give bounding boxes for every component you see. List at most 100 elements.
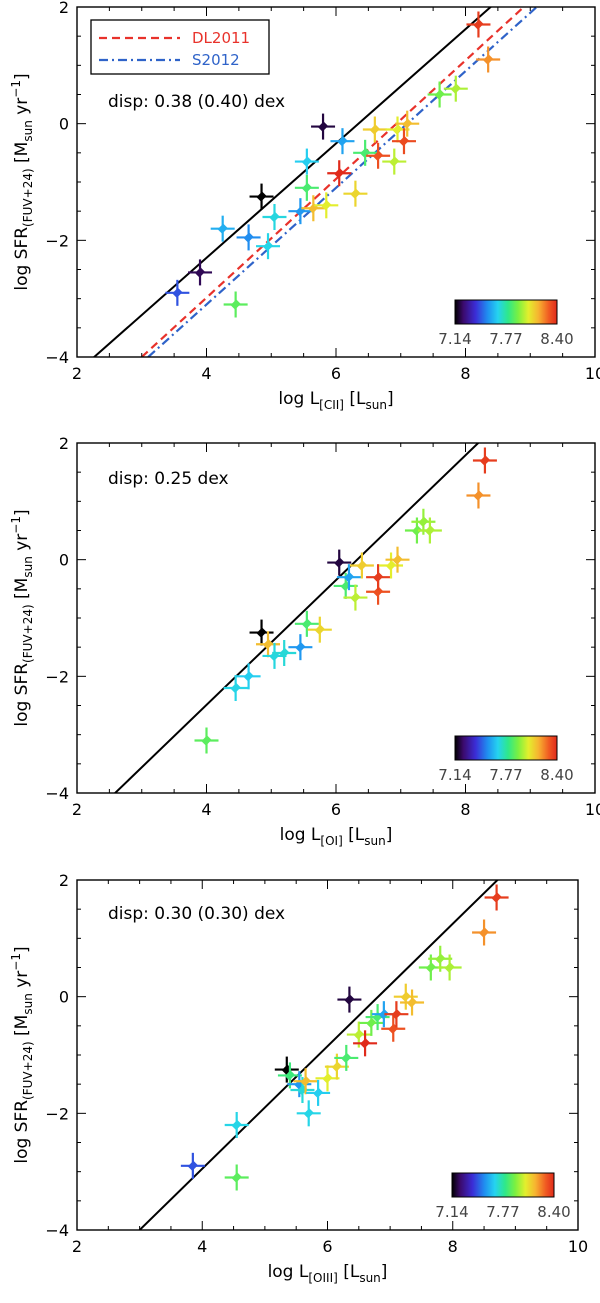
data-point — [359, 1009, 384, 1036]
data-point — [315, 1065, 340, 1092]
data-point — [362, 116, 387, 143]
data-point — [236, 224, 261, 251]
point-marker — [217, 223, 228, 234]
data-point — [294, 148, 319, 175]
legend-label: S2012 — [192, 51, 240, 69]
data-point — [334, 1044, 359, 1071]
y-tick-label: 2 — [59, 0, 69, 17]
y-axis-label: log SFR(FUV+24) [Msun yr−1] — [9, 509, 35, 726]
point-marker — [411, 525, 423, 536]
data-point — [194, 727, 219, 754]
plot-area — [92, 7, 538, 357]
point-marker — [478, 927, 490, 938]
colorbar-tick-label: 8.40 — [537, 1203, 570, 1221]
y-tick-label: −2 — [45, 667, 69, 686]
point-marker — [473, 490, 484, 501]
point-marker — [392, 554, 403, 565]
y-tick-label: 2 — [59, 871, 69, 890]
x-tick-label: 2 — [72, 800, 82, 819]
x-tick-label: 8 — [460, 800, 470, 819]
point-marker — [334, 557, 345, 568]
point-marker — [473, 19, 484, 30]
point-marker — [366, 1017, 377, 1029]
point-marker — [444, 962, 455, 973]
data-point — [400, 989, 425, 1016]
point-marker — [434, 89, 445, 100]
data-point — [476, 46, 501, 73]
point-marker — [450, 83, 461, 94]
x-tick-label: 10 — [585, 800, 600, 819]
point-marker — [369, 124, 380, 135]
point-marker — [391, 1009, 402, 1020]
y-tick-label: −4 — [45, 1221, 69, 1240]
point-marker — [295, 642, 306, 653]
data-point — [307, 616, 332, 643]
data-point — [311, 113, 336, 140]
data-point — [294, 610, 319, 637]
data-point — [272, 640, 297, 666]
colorbar-tick-label: 7.77 — [489, 330, 522, 348]
data-point — [472, 919, 497, 946]
data-point — [336, 564, 361, 591]
x-tick-label: 10 — [585, 364, 600, 383]
point-marker — [317, 121, 329, 132]
x-tick-label: 6 — [331, 800, 341, 819]
chart-panel-top: 2 4 6 8 10 −4 −2 0 2 log L[CII] [Lsun] log SFR(FUV… — [9, 0, 600, 412]
plot-area — [113, 443, 497, 793]
point-marker — [321, 200, 332, 211]
data-point — [337, 986, 362, 1013]
data-point — [437, 954, 462, 981]
y-tick-label: 0 — [59, 551, 69, 570]
x-tick-label: 2 — [72, 1237, 82, 1256]
fit-line — [113, 443, 480, 793]
point-marker — [425, 962, 436, 973]
x-tick-label: 4 — [201, 364, 211, 383]
point-marker — [372, 150, 384, 161]
y-tick-label: 0 — [59, 115, 69, 134]
point-marker — [350, 188, 361, 199]
data-point — [484, 884, 509, 911]
data-point — [223, 675, 248, 701]
data-point — [249, 619, 274, 646]
y-tick-label: 0 — [59, 988, 69, 1007]
data-point — [385, 116, 410, 143]
data-point — [330, 128, 355, 155]
data-point — [327, 160, 352, 187]
data-point — [395, 110, 420, 137]
point-marker — [301, 156, 312, 167]
data-point — [327, 549, 352, 576]
x-tick-label: 8 — [448, 1237, 458, 1256]
point-marker — [353, 1029, 364, 1040]
point-marker — [231, 1119, 242, 1131]
data-point — [343, 180, 368, 207]
data-point — [296, 1100, 321, 1127]
point-marker — [230, 299, 241, 310]
data-point — [224, 1112, 249, 1138]
plot-area — [138, 880, 509, 1230]
point-marker — [418, 516, 429, 527]
fit-line — [92, 7, 493, 357]
y-tick-label: −4 — [45, 784, 69, 803]
data-point — [417, 517, 442, 544]
point-marker — [256, 191, 267, 202]
data-point — [256, 631, 281, 658]
colorbar-tick-label: 8.40 — [540, 766, 573, 784]
dispersion-annotation: disp: 0.25 dex — [108, 469, 229, 489]
point-marker — [402, 118, 413, 129]
point-marker — [483, 54, 494, 65]
data-point — [249, 183, 274, 210]
colorbar-tick-label: 7.14 — [438, 330, 471, 348]
colorbar-tick-label: 8.40 — [540, 330, 573, 348]
point-marker — [243, 232, 254, 243]
data-point — [366, 142, 391, 169]
data-point — [393, 983, 418, 1010]
dispersion-annotation: disp: 0.30 (0.30) dex — [108, 904, 285, 924]
data-point — [301, 195, 326, 222]
point-marker — [322, 1073, 333, 1084]
x-tick-label: 6 — [322, 1237, 332, 1256]
data-point — [466, 482, 491, 509]
chart-panel-bottom: 2 4 6 8 10 −4 −2 0 2 log L[OIII] [Lsun] log SFR(FU… — [9, 871, 588, 1285]
point-marker — [172, 287, 183, 298]
point-marker — [344, 994, 355, 1005]
data-point — [210, 215, 235, 242]
